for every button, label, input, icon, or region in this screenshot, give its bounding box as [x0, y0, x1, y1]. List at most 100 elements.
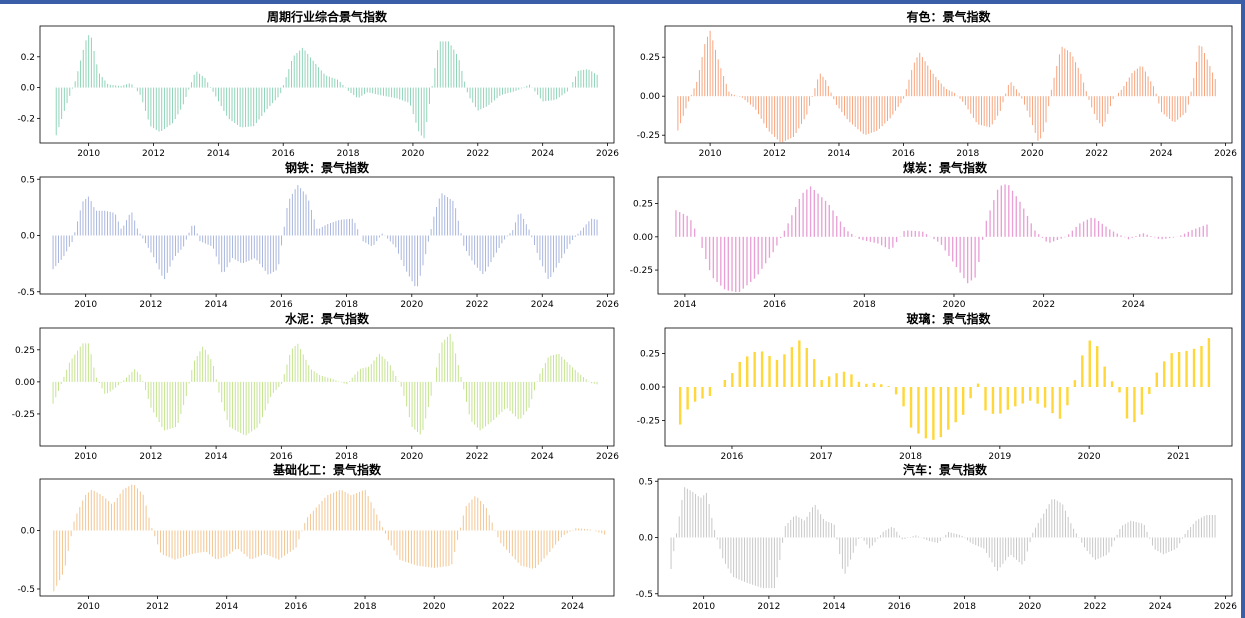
- bar: [783, 354, 786, 387]
- bar: [232, 530, 234, 552]
- bar: [364, 87, 366, 95]
- bar: [999, 537, 1001, 568]
- bar: [85, 494, 87, 531]
- bar: [405, 530, 407, 562]
- bar: [1093, 96, 1095, 114]
- bar: [711, 517, 713, 538]
- bar: [531, 381, 533, 400]
- bar: [485, 235, 487, 272]
- bar: [908, 79, 910, 97]
- bar: [242, 235, 244, 264]
- bar: [61, 530, 63, 575]
- bar: [935, 76, 937, 97]
- bar: [134, 485, 136, 531]
- bar: [109, 84, 111, 88]
- bar: [1118, 387, 1121, 393]
- bar: [126, 220, 127, 236]
- bar: [340, 219, 342, 236]
- bar: [286, 530, 288, 554]
- bar: [367, 496, 369, 531]
- bar: [256, 381, 258, 428]
- bar: [929, 69, 931, 97]
- chart-title: 玻璃：景气指数: [906, 311, 991, 326]
- bar: [1140, 387, 1144, 415]
- bar: [546, 530, 548, 556]
- bar: [411, 235, 413, 282]
- bar: [670, 537, 672, 569]
- bar: [463, 381, 465, 390]
- bar: [70, 530, 72, 537]
- bar: [101, 381, 103, 389]
- bar: [790, 519, 792, 538]
- bar: [860, 96, 862, 132]
- bar: [1029, 96, 1031, 118]
- bar: [858, 236, 860, 240]
- y-tick-label: 0.25: [640, 349, 660, 359]
- bar: [376, 514, 378, 531]
- bar: [472, 87, 474, 103]
- bar: [886, 96, 888, 121]
- bar: [213, 235, 215, 249]
- bar: [728, 91, 730, 97]
- bar: [177, 235, 179, 253]
- bar: [109, 381, 111, 392]
- bar: [226, 530, 228, 557]
- bar: [686, 215, 688, 237]
- bar: [1103, 366, 1106, 387]
- bar: [1018, 92, 1020, 97]
- bar: [131, 371, 133, 382]
- bar: [190, 82, 192, 88]
- bar: [1051, 387, 1054, 414]
- bar: [550, 355, 552, 382]
- x-tick-label: 2026: [596, 452, 619, 462]
- bar: [1050, 89, 1052, 97]
- plot-area: [39, 327, 615, 447]
- bar: [390, 530, 392, 546]
- bar: [686, 488, 688, 538]
- bar: [487, 235, 489, 267]
- bar: [223, 381, 225, 412]
- bar: [504, 381, 506, 410]
- bar: [550, 235, 552, 277]
- bar: [763, 96, 765, 124]
- bar: [735, 537, 737, 579]
- bar: [250, 87, 252, 127]
- x-tick-label: 2010: [77, 602, 100, 612]
- bar: [206, 530, 208, 553]
- bar: [342, 84, 344, 88]
- bar: [128, 214, 130, 236]
- bar: [471, 499, 473, 531]
- bar: [927, 65, 929, 97]
- bar: [813, 359, 816, 387]
- bar-series: [670, 487, 1216, 589]
- bar: [595, 530, 597, 532]
- bar: [272, 381, 274, 393]
- bar: [477, 497, 479, 531]
- bar: [1051, 499, 1053, 538]
- bar: [1169, 96, 1171, 119]
- x-tick-label: 2018: [337, 149, 360, 159]
- bar: [501, 381, 503, 412]
- bar: [237, 235, 239, 262]
- bar: [882, 531, 884, 538]
- bar: [93, 490, 95, 531]
- bar: [476, 381, 478, 428]
- bar: [188, 530, 190, 555]
- bar: [119, 493, 121, 531]
- bar: [354, 222, 356, 236]
- x-tick-label: 2020: [1078, 452, 1101, 462]
- bar: [350, 495, 352, 531]
- bar: [77, 71, 79, 88]
- bar: [474, 235, 476, 265]
- bar: [385, 87, 387, 97]
- bar: [339, 81, 341, 88]
- bar: [393, 87, 395, 98]
- bar: [281, 235, 283, 246]
- bar: [452, 200, 454, 236]
- bar: [1067, 516, 1069, 538]
- bar: [1192, 348, 1196, 387]
- x-tick-label: 2014: [205, 452, 228, 462]
- bar: [763, 537, 765, 589]
